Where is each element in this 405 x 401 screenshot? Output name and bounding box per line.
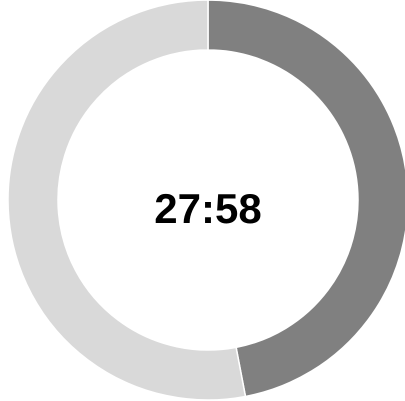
ring-segment <box>7 0 247 401</box>
timer-label: 27:58 <box>154 185 261 232</box>
ring <box>7 0 405 401</box>
ring-segment <box>207 0 405 398</box>
